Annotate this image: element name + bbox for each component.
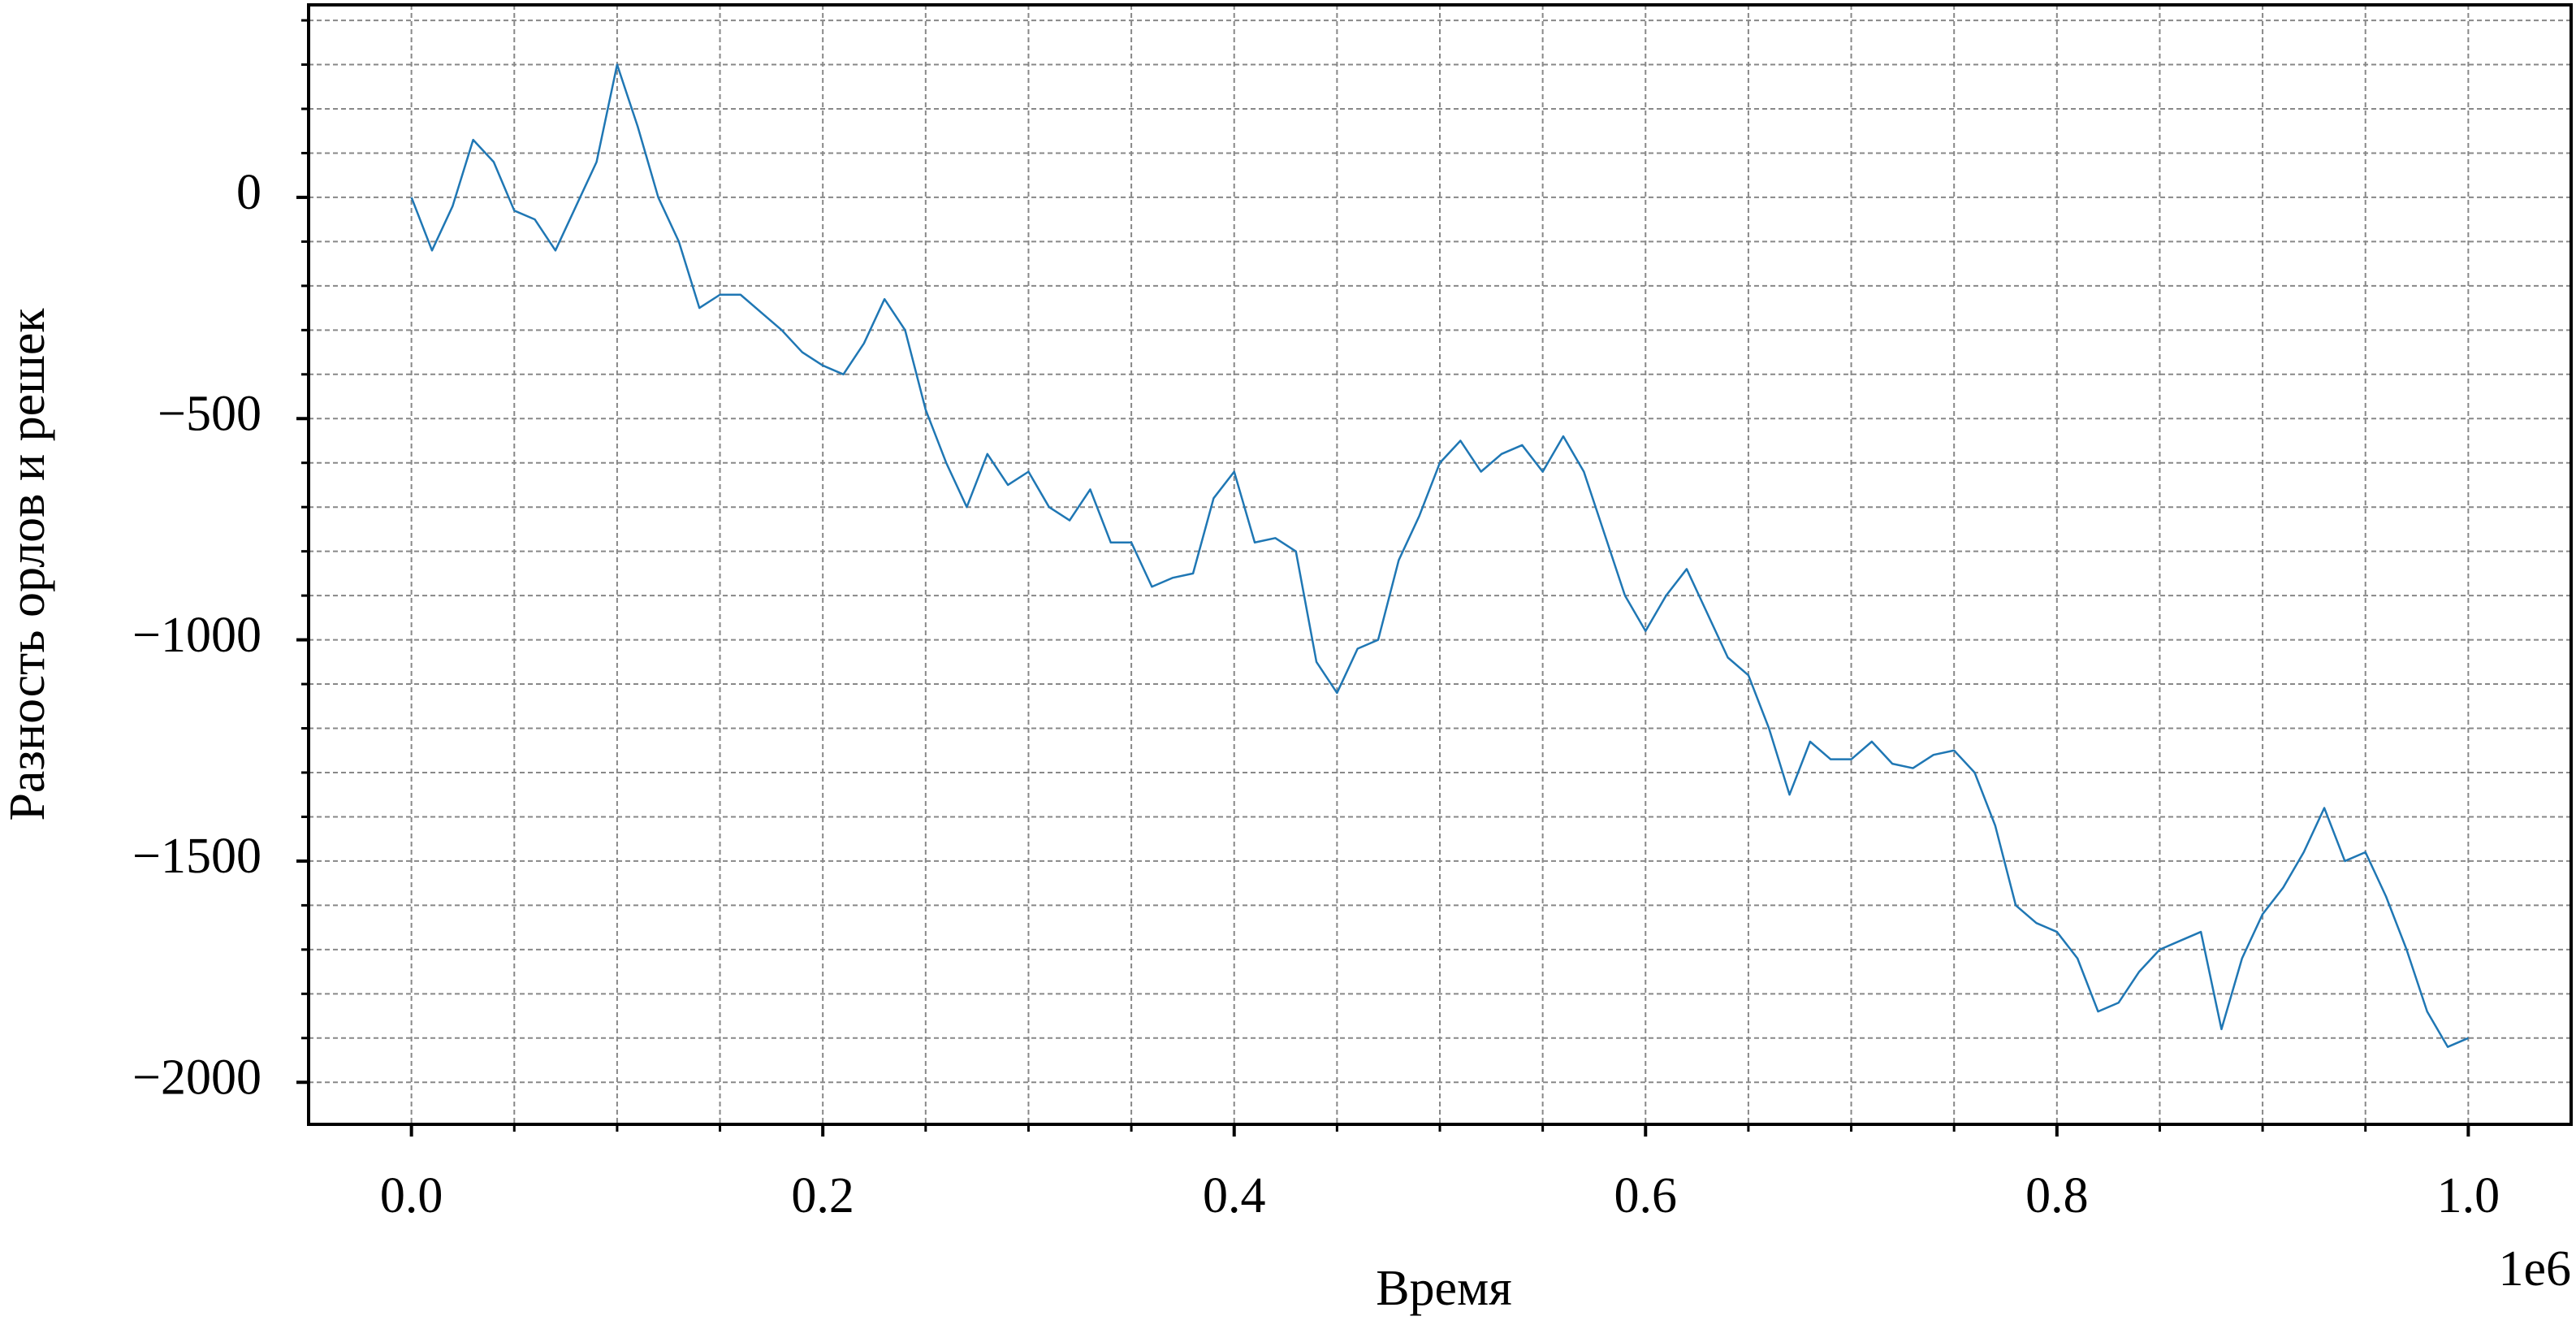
- y-tick-label: −500: [158, 386, 261, 441]
- x-tick-label: 0.4: [1203, 1168, 1266, 1223]
- y-tick-label: −1000: [132, 608, 261, 663]
- x-tick-label: 0.0: [380, 1168, 443, 1223]
- y-tick-label: −2000: [132, 1050, 261, 1105]
- x-tick-label: 1.0: [2437, 1168, 2500, 1223]
- x-offset-label: 1e6: [2498, 1241, 2571, 1297]
- x-tick-label: 0.2: [791, 1168, 854, 1223]
- y-tick-label: 0: [236, 165, 261, 220]
- data-line: [410, 63, 2469, 1048]
- x-tick-label: 0.6: [1614, 1168, 1678, 1223]
- x-axis-label: Время: [1376, 1261, 1512, 1316]
- x-tick-label: 0.8: [2025, 1168, 2089, 1223]
- axes-frame: [307, 3, 2573, 1126]
- y-axis-label: Разность орлов и решек: [0, 308, 55, 821]
- y-tick-label: −1500: [132, 829, 261, 884]
